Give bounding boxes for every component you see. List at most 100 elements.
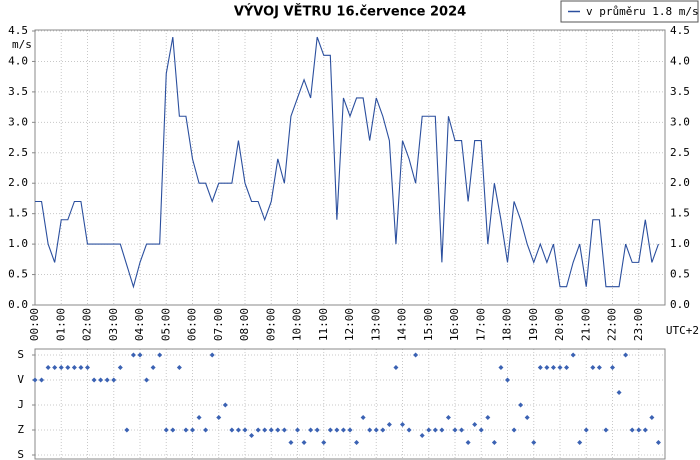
- direction-point: [636, 427, 642, 433]
- direction-point: [104, 377, 110, 383]
- direction-point: [583, 427, 589, 433]
- y-tick-label: 4.5: [8, 24, 28, 37]
- direction-point: [242, 427, 248, 433]
- direction-point: [111, 377, 117, 383]
- direction-point: [472, 421, 478, 427]
- direction-point: [550, 365, 556, 370]
- direction-point: [518, 402, 524, 408]
- y-tick-label: V: [17, 373, 24, 386]
- chart-title: VÝVOJ VĚTRU 16.července 2024: [234, 4, 466, 20]
- direction-point: [498, 365, 504, 370]
- y-tick-label: 3.5: [8, 85, 28, 98]
- x-tick-label: 15:00: [422, 308, 435, 341]
- direction-point: [216, 415, 222, 420]
- direction-point: [150, 365, 156, 370]
- direction-point: [334, 427, 340, 433]
- direction-point: [327, 427, 333, 433]
- x-tick-label: 05:00: [159, 308, 172, 341]
- direction-point: [400, 421, 405, 427]
- direction-point: [465, 440, 471, 445]
- direction-point: [91, 377, 97, 383]
- direction-point: [98, 377, 104, 383]
- x-tick-label: 09:00: [264, 308, 277, 341]
- direction-point: [308, 427, 314, 433]
- direction-point: [459, 427, 465, 433]
- y-tick-label: 1.5: [8, 207, 28, 220]
- y-tick-label-right: 2.0: [670, 176, 690, 189]
- direction-point: [32, 377, 38, 383]
- legend: [560, 0, 699, 23]
- direction-point: [340, 427, 346, 433]
- x-tick-label: 23:00: [632, 308, 645, 341]
- direction-point: [275, 427, 281, 433]
- direction-point: [590, 365, 596, 370]
- x-tick-label: 11:00: [317, 308, 330, 341]
- x-tick-label: 18:00: [501, 308, 514, 341]
- y-tick-label-right: 3.0: [670, 115, 690, 128]
- x-tick-label: 13:00: [369, 308, 382, 341]
- direction-point: [616, 390, 622, 395]
- x-tick-label: 14:00: [396, 308, 409, 341]
- direction-point: [603, 427, 609, 433]
- direction-point: [281, 427, 287, 433]
- y-tick-label: S: [17, 448, 24, 460]
- y-tick-label-right: 2.5: [670, 146, 690, 159]
- direction-point: [373, 427, 379, 433]
- direction-point: [157, 352, 163, 358]
- y-tick-label-right: 1.5: [670, 207, 690, 220]
- y-tick-label-right: 3.5: [670, 85, 690, 98]
- direction-point: [485, 415, 491, 420]
- y-tick-label: 4.0: [8, 54, 28, 67]
- direction-point: [393, 365, 399, 370]
- direction-point: [649, 415, 655, 420]
- x-tick-label: 21:00: [579, 308, 592, 341]
- direction-point: [288, 440, 294, 445]
- y-tick-label: J: [17, 398, 24, 411]
- direction-point: [235, 427, 241, 433]
- direction-point: [439, 427, 445, 433]
- x-tick-label: 07:00: [212, 308, 225, 341]
- direction-point: [354, 440, 360, 445]
- direction-point: [432, 427, 438, 433]
- x-tick-label: 22:00: [606, 308, 619, 341]
- x-tick-label: 17:00: [474, 308, 487, 341]
- x-axis-label: UTC+2: [666, 324, 699, 337]
- direction-point: [117, 365, 123, 370]
- x-tick-label: 19:00: [527, 308, 540, 341]
- direction-point: [544, 365, 550, 370]
- direction-point: [203, 427, 209, 433]
- direction-point: [347, 427, 353, 433]
- direction-point: [610, 365, 615, 370]
- direction-point: [406, 427, 412, 433]
- x-tick-label: 06:00: [186, 308, 199, 341]
- direction-point: [655, 440, 661, 445]
- direction-point: [71, 365, 77, 370]
- direction-point: [623, 352, 629, 358]
- direction-point: [295, 427, 300, 433]
- direction-point: [124, 427, 130, 433]
- direction-point: [629, 427, 635, 433]
- direction-point: [65, 365, 71, 370]
- direction-point: [52, 365, 58, 370]
- y-tick-label: 0.0: [8, 298, 28, 311]
- direction-point: [511, 427, 517, 433]
- x-tick-label: 04:00: [133, 308, 146, 341]
- legend-label: v průměru 1.8 m/s: [586, 5, 699, 18]
- direction-point: [557, 365, 563, 370]
- y-tick-label: 0.5: [8, 268, 28, 281]
- direction-point: [209, 352, 215, 358]
- direction-point: [596, 365, 602, 370]
- direction-point: [58, 365, 64, 370]
- direction-point: [321, 440, 327, 445]
- y-tick-label-right: 1.0: [670, 237, 690, 250]
- x-tick-label: 01:00: [54, 308, 67, 341]
- direction-point: [255, 427, 261, 433]
- direction-point: [229, 427, 235, 433]
- y-tick-label-right: 0.0: [670, 298, 690, 311]
- direction-point: [190, 427, 195, 433]
- direction-point: [452, 427, 458, 433]
- direction-point: [642, 427, 648, 433]
- x-tick-label: 16:00: [448, 308, 461, 341]
- direction-point: [491, 440, 497, 445]
